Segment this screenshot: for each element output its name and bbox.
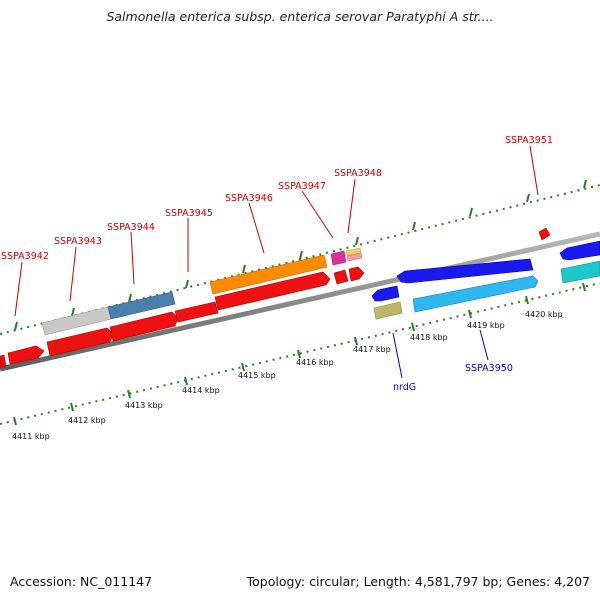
tick-major	[468, 309, 472, 319]
tick-major	[469, 207, 473, 217]
leader-line	[479, 329, 489, 361]
leader-line	[392, 332, 403, 379]
scale-label-4417: 4417 kbp	[353, 345, 391, 354]
gene-SSPA3946-orange[interactable]	[209, 254, 328, 295]
gene-label-SSPA3943[interactable]: SSPA3943	[54, 236, 102, 247]
tick-major	[411, 322, 415, 332]
scale-label-4415: 4415 kbp	[238, 371, 276, 380]
inner-tick-track	[0, 282, 600, 426]
tick-major	[242, 264, 246, 274]
tick-major	[525, 295, 529, 305]
accession-text: Accession: NC_011147	[10, 574, 153, 589]
gene-SSPA3942-red[interactable]	[7, 345, 45, 365]
reverse-strand-genes	[371, 240, 600, 320]
tick-major	[355, 236, 359, 246]
tick-major	[299, 250, 303, 260]
tick-major	[582, 282, 586, 292]
leader-line	[248, 202, 265, 254]
tick-major	[583, 179, 587, 189]
tick-major	[13, 416, 17, 426]
leader-line	[347, 178, 356, 234]
scale-label-4413: 4413 kbp	[125, 401, 163, 410]
gene-blue-large[interactable]	[396, 258, 534, 284]
gene-label-SSPA3951[interactable]: SSPA3951	[505, 135, 553, 146]
scale-labels: 4411 kbp 4412 kbp 4413 kbp 4414 kbp 4415…	[12, 310, 563, 441]
gene-label-SSPA3950[interactable]: SSPA3950	[465, 363, 513, 374]
gene-red-edge[interactable]	[0, 354, 7, 369]
organism-title: Salmonella enterica subsp. enterica sero…	[106, 9, 494, 24]
leader-line	[14, 261, 23, 317]
scale-label-4418: 4418 kbp	[410, 333, 448, 342]
scale-label-4414: 4414 kbp	[182, 386, 220, 395]
scale-label-4420: 4420 kbp	[525, 310, 563, 319]
gene-SSPA3943-red[interactable]	[46, 327, 114, 357]
tick-major	[128, 293, 132, 303]
red-forward-genes	[0, 266, 365, 369]
scale-label-4416: 4416 kbp	[296, 358, 334, 367]
topology-text: Topology: circular; Length: 4,581,797 bp…	[246, 574, 590, 589]
outer-dotted-track	[0, 184, 600, 335]
forward-gene-labels: SSPA3942 SSPA3943 SSPA3944 SSPA3945 SSPA…	[1, 135, 553, 317]
tick-major	[412, 221, 416, 231]
scale-label-4411: 4411 kbp	[12, 432, 50, 441]
gene-label-SSPA3948[interactable]: SSPA3948	[334, 168, 382, 179]
leader-line	[529, 145, 539, 196]
outer-tick-track	[0, 179, 600, 335]
forward-strand-genes	[41, 227, 551, 336]
gene-blue-right[interactable]	[559, 240, 600, 261]
scale-label-4419: 4419 kbp	[467, 321, 505, 330]
gene-SSPA3948-red[interactable]	[348, 266, 365, 282]
tick-major	[241, 362, 245, 372]
gene-SSPA3947-magenta[interactable]	[330, 250, 347, 266]
gene-SSPA3950-skyblue[interactable]	[412, 275, 539, 313]
leader-line	[69, 246, 77, 302]
tick-major	[70, 402, 74, 412]
gene-SSPA3945-red[interactable]	[174, 301, 219, 323]
gene-SSPA3951-red[interactable]	[538, 227, 551, 241]
inner-dotted-track	[0, 282, 600, 425]
genome-backbone	[0, 231, 600, 372]
gene-SSPA3946-red[interactable]	[214, 271, 331, 311]
leader-line	[130, 231, 135, 285]
gene-SSPA3944-red[interactable]	[109, 311, 179, 342]
gene-SSPA3944-steelblue[interactable]	[107, 291, 176, 320]
gene-label-nrdG[interactable]: nrdG	[393, 382, 416, 393]
scale-label-4412: 4412 kbp	[68, 416, 106, 425]
gene-nrdG-khaki[interactable]	[373, 301, 403, 320]
tick-major	[354, 336, 358, 346]
gene-label-SSPA3946[interactable]: SSPA3946	[225, 193, 273, 204]
tick-major	[184, 376, 188, 386]
tick-major	[297, 349, 301, 359]
gene-SSPA3948-pink[interactable]	[346, 252, 363, 262]
gene-label-SSPA3944[interactable]: SSPA3944	[107, 222, 155, 233]
leader-line	[301, 190, 334, 239]
tick-major	[526, 193, 530, 203]
gene-cyan-right[interactable]	[560, 260, 600, 284]
tick-major	[185, 279, 189, 289]
gene-SSPA3947-red[interactable]	[333, 269, 349, 285]
tick-major	[71, 307, 75, 317]
tick-major	[127, 389, 131, 399]
gene-label-SSPA3945[interactable]: SSPA3945	[165, 208, 213, 219]
gene-label-SSPA3942[interactable]: SSPA3942	[1, 251, 49, 262]
gene-label-SSPA3947[interactable]: SSPA3947	[278, 181, 326, 192]
tick-major	[14, 321, 18, 331]
gene-blue-small[interactable]	[371, 285, 400, 302]
reverse-gene-labels: nrdG SSPA3950	[392, 329, 513, 393]
